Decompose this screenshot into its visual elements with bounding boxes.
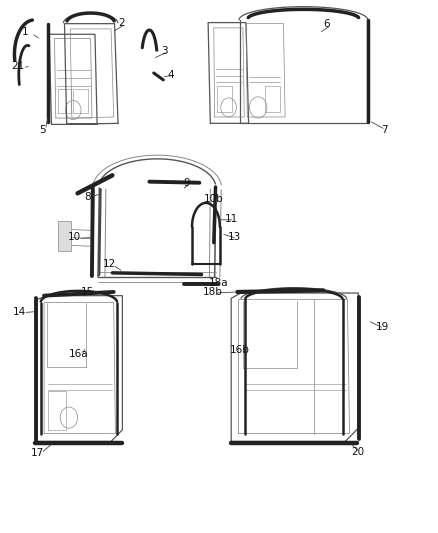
Text: 1: 1 <box>22 27 28 37</box>
Text: 20: 20 <box>351 447 364 457</box>
Text: 19: 19 <box>375 322 389 333</box>
Text: 6: 6 <box>324 19 330 29</box>
Text: 8: 8 <box>84 191 91 201</box>
Text: 12: 12 <box>102 259 116 269</box>
Text: 13: 13 <box>228 232 241 243</box>
Text: 18a: 18a <box>208 278 228 288</box>
Text: 5: 5 <box>39 125 46 135</box>
Text: 10: 10 <box>68 232 81 243</box>
Text: 10b: 10b <box>204 193 224 204</box>
Text: 15: 15 <box>81 287 94 297</box>
Text: 16a: 16a <box>69 349 88 359</box>
Polygon shape <box>58 221 71 251</box>
Text: 14: 14 <box>13 306 26 317</box>
Text: 17: 17 <box>31 448 44 458</box>
Text: 7: 7 <box>381 125 388 135</box>
Text: 18b: 18b <box>202 287 223 297</box>
Text: 3: 3 <box>161 46 168 56</box>
Text: 2: 2 <box>118 18 124 28</box>
Text: 9: 9 <box>183 177 190 188</box>
Text: 4: 4 <box>168 70 174 79</box>
Text: 16b: 16b <box>230 345 250 356</box>
Text: 11: 11 <box>225 214 238 224</box>
Text: 21: 21 <box>11 61 25 71</box>
